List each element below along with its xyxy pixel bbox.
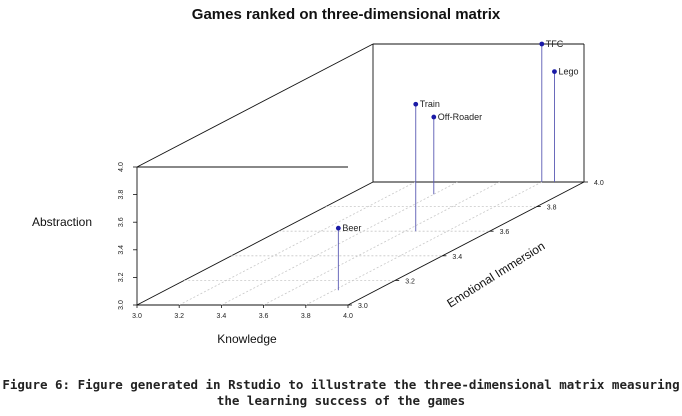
- z-tick-label: 3.6: [118, 217, 125, 227]
- data-point: [431, 114, 437, 120]
- y-tick-label: 3.0: [358, 303, 368, 310]
- plot-box: [136, 43, 585, 306]
- box-edge: [136, 181, 374, 306]
- data-point-label: Lego: [558, 67, 578, 77]
- x-axis-label: Knowledge: [217, 332, 277, 346]
- z-tick-label: 3.2: [118, 272, 125, 282]
- y-tick-label: 3.8: [547, 205, 557, 212]
- 3d-scatter-plot: Games ranked on three-dimensional matrix…: [32, 6, 604, 346]
- data-point: [335, 225, 341, 231]
- data-point: [552, 69, 557, 74]
- data-point-label: TFC: [546, 39, 564, 49]
- z-axis-label: Abstraction: [32, 215, 92, 229]
- y-tick-label: 3.6: [500, 229, 510, 236]
- z-tick-label: 4.0: [118, 162, 125, 172]
- x-tick-label: 3.6: [259, 313, 269, 320]
- z-tick-label: 3.0: [118, 300, 125, 310]
- grid-line-x: [305, 181, 542, 306]
- z-tick-label: 3.4: [118, 245, 125, 255]
- grid-line-x: [179, 181, 416, 306]
- y-tick-label: 3.4: [452, 254, 462, 261]
- figure-caption: Figure 6: Figure generated in Rstudio to…: [2, 377, 680, 408]
- y-tick-label: 3.2: [405, 278, 415, 285]
- z-tick-label: 3.8: [118, 190, 125, 200]
- data-points: Off-Roader Train Beer TFC Lego: [335, 39, 578, 291]
- data-point: [539, 41, 545, 47]
- x-tick-label: 3.2: [174, 313, 184, 320]
- data-point: [413, 101, 419, 107]
- box-edge: [136, 43, 374, 168]
- floor-grid: [179, 181, 542, 306]
- x-tick-label: 3.8: [301, 313, 311, 320]
- y-axis-label: Emotional Immersion: [444, 239, 547, 311]
- data-point-label: Beer: [342, 223, 361, 233]
- axis-ticks: 3.0 3.2 3.4 3.6 3.8 4.0 3.0 3.2 3.4 3.6 3.8 4.0 3.0 3…: [118, 162, 604, 320]
- grid-line-x: [221, 181, 458, 306]
- x-tick-label: 3.0: [132, 313, 142, 320]
- grid-line-x: [263, 181, 500, 306]
- x-tick-label: 3.4: [217, 313, 227, 320]
- box-edge: [347, 181, 585, 306]
- x-tick-label: 4.0: [343, 313, 353, 320]
- data-point-label: Off-Roader: [438, 112, 482, 122]
- y-tick-label: 4.0: [594, 180, 604, 187]
- chart-title: Games ranked on three-dimensional matrix: [192, 6, 501, 23]
- data-point-label: Train: [420, 99, 440, 109]
